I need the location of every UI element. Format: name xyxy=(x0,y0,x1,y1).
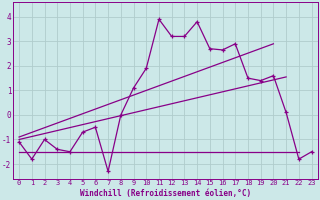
X-axis label: Windchill (Refroidissement éolien,°C): Windchill (Refroidissement éolien,°C) xyxy=(80,189,251,198)
